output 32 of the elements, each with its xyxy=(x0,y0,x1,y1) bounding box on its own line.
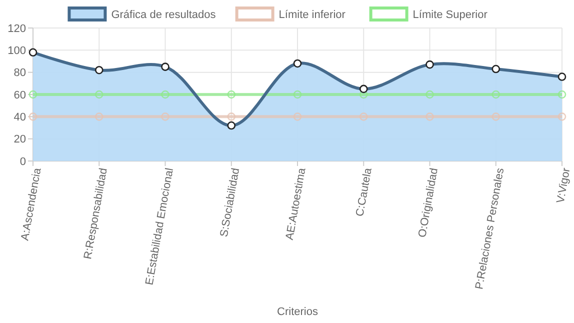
legend-label: Límite inferior xyxy=(278,8,346,21)
x-tick-label: V:Vigor xyxy=(554,166,573,204)
point xyxy=(293,112,302,121)
y-tick-label: 0 xyxy=(20,156,26,168)
point xyxy=(161,112,170,121)
y-tick-label: 20 xyxy=(14,134,26,146)
y-tick-label: 60 xyxy=(14,89,26,102)
y-tick-label: 40 xyxy=(14,112,26,124)
point xyxy=(94,112,104,121)
point xyxy=(161,90,170,99)
point xyxy=(227,90,236,99)
legend-label: Límite Superior xyxy=(412,8,488,21)
legend-label: Gráfica de resultados xyxy=(111,8,216,21)
point xyxy=(28,112,38,121)
point xyxy=(227,112,236,121)
point xyxy=(28,90,38,99)
point xyxy=(359,112,368,121)
point xyxy=(492,112,500,121)
x-axis-title: Criterios xyxy=(277,306,318,318)
y-tick-label: 100 xyxy=(8,45,26,58)
point xyxy=(426,112,434,121)
point xyxy=(558,90,566,99)
y-tick-label: 80 xyxy=(14,67,26,80)
point xyxy=(293,90,302,99)
point xyxy=(492,90,500,99)
x-tick-label: P:Relaciones Personales xyxy=(473,166,507,290)
point xyxy=(426,90,434,99)
point xyxy=(94,90,104,99)
x-tick-label: E:Estabilidad Emocional xyxy=(144,167,176,286)
y-tick-label: 120 xyxy=(8,22,26,35)
point xyxy=(558,112,566,121)
x-tick-label: C:Cautela xyxy=(354,166,375,218)
